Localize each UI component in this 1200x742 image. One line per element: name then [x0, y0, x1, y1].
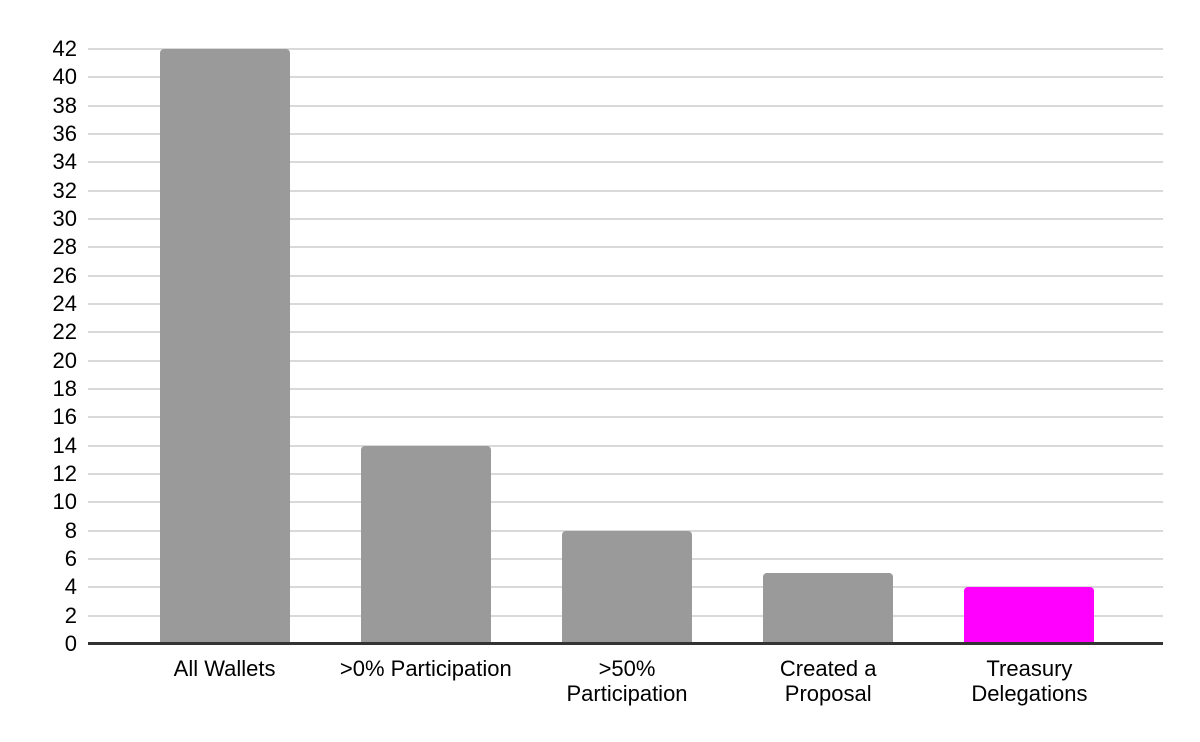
bar-slot-50-participation [526, 49, 727, 644]
gridline-30 [88, 218, 1163, 220]
y-tick-label-38: 38 [52, 92, 77, 118]
bar-treasury-delegations [964, 587, 1095, 644]
bars [124, 49, 1130, 644]
x-tick-label-line: Proposal [784, 681, 872, 706]
bar-slot-all-wallets [124, 49, 325, 644]
x-tick-label-all-wallets: All Wallets [124, 656, 325, 706]
gridline-22 [88, 331, 1163, 334]
y-tick-label-42: 42 [52, 36, 77, 61]
y-tick-label-40: 40 [52, 64, 77, 90]
x-tick-label-line: Treasury [986, 656, 1073, 681]
y-tick-label-14: 14 [52, 432, 77, 458]
bar-slot-treasury-delegations [929, 49, 1130, 644]
gridline-20 [88, 359, 1163, 362]
y-tick-label-4: 4 [64, 574, 77, 600]
y-tick-label-34: 34 [52, 149, 77, 175]
bar-50-participation [562, 530, 692, 644]
y-axis-labels: 0 2 4 6 8 10 12 14 16 18 20 22 24 26 28 30 32 34 36 38 40 42 [0, 38, 77, 655]
gridline-10 [88, 501, 1163, 504]
x-tick-label-line: Participation [566, 681, 688, 706]
gridline-34 [88, 161, 1163, 164]
x-tick-label-treasury-delegations: Treasury Delegations [929, 656, 1130, 706]
y-tick-label-26: 26 [52, 262, 77, 288]
x-axis-labels: All Wallets >0% Participation >50% Particip… [124, 656, 1130, 706]
gridline-16 [88, 416, 1163, 419]
y-tick-label-36: 36 [52, 121, 77, 146]
x-tick-label-0-participation: >0% Participation [325, 656, 526, 706]
x-tick-label-created-a-proposal: Created a Proposal [728, 656, 929, 706]
y-tick-label-16: 16 [52, 404, 77, 430]
x-axis-line [88, 642, 1163, 645]
plot-area [88, 48, 1163, 645]
gridline-38 [88, 104, 1163, 107]
y-tick-label-22: 22 [52, 319, 77, 345]
bar-created-a-proposal [763, 573, 894, 644]
bar-slot-0-participation [325, 49, 526, 644]
gridline-40 [88, 76, 1163, 79]
x-tick-label-line: Delegations [971, 681, 1088, 706]
x-tick-label-line: >50% [598, 656, 656, 681]
gridline-14 [88, 444, 1163, 447]
gridline-24 [88, 303, 1163, 306]
y-tick-label-6: 6 [64, 546, 77, 571]
y-tick-label-0: 0 [64, 631, 77, 656]
x-tick-label-line: All Wallets [173, 656, 276, 681]
bar-0-participation [360, 445, 491, 644]
gridline-26 [88, 274, 1163, 277]
x-tick-label-line: >0% Participation [339, 656, 512, 681]
y-tick-label-24: 24 [52, 291, 77, 316]
y-tick-label-32: 32 [52, 177, 77, 203]
x-tick-label-50-participation: >50% Participation [526, 656, 727, 706]
x-tick-label-line: Created a [779, 656, 877, 681]
y-tick-label-20: 20 [52, 347, 77, 373]
gridline-28 [88, 246, 1163, 249]
gridline-32 [88, 189, 1163, 192]
y-tick-label-2: 2 [64, 602, 77, 628]
y-tick-label-28: 28 [52, 234, 77, 260]
gridline-12 [88, 473, 1163, 476]
y-tick-label-10: 10 [52, 489, 77, 515]
y-tick-label-30: 30 [52, 206, 77, 231]
gridline-36 [88, 133, 1163, 135]
bar-all-wallets [159, 49, 290, 644]
gridline-42 [88, 48, 1163, 50]
y-tick-label-18: 18 [52, 376, 77, 401]
y-tick-label-8: 8 [64, 517, 77, 543]
y-tick-label-12: 12 [52, 461, 77, 486]
gridline-18 [88, 388, 1163, 390]
bar-slot-created-a-proposal [728, 49, 929, 644]
